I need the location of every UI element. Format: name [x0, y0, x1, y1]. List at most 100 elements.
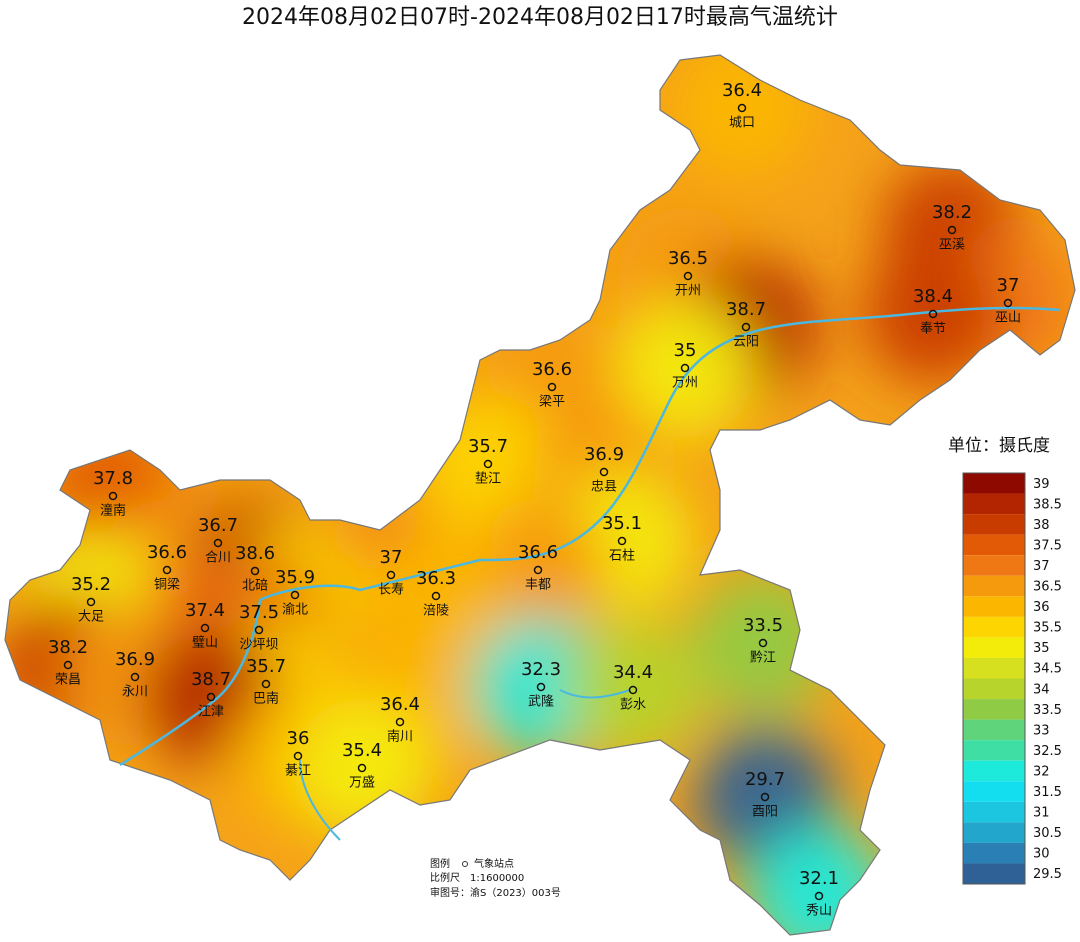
station-marker [814, 891, 824, 901]
station-marker [1003, 298, 1013, 308]
station-name: 城口 [729, 116, 755, 131]
station-marker [86, 597, 96, 607]
legend-label: 31 [1033, 806, 1050, 821]
station-value: 36.9 [584, 444, 624, 465]
legend-label: 35 [1033, 641, 1050, 656]
legend-label: 33 [1033, 723, 1050, 738]
legend-label: 32.5 [1033, 744, 1062, 759]
station-name: 永川 [122, 685, 148, 700]
station-value: 38.7 [726, 299, 766, 320]
legend-label: 32 [1033, 764, 1050, 779]
station-value: 36.6 [518, 542, 558, 563]
station-value: 36.7 [198, 515, 238, 536]
station-name: 铜梁 [154, 578, 180, 593]
legend-swatch [963, 616, 1025, 638]
station-name: 巫溪 [939, 238, 965, 253]
station-marker [357, 763, 367, 773]
legend-label: 37.5 [1033, 538, 1062, 553]
legend-swatch [963, 473, 1025, 494]
station-name: 巫山 [995, 311, 1021, 326]
station-value: 38.4 [913, 286, 953, 307]
station-marker [206, 692, 216, 702]
footer-scale-label: 比例尺 [430, 871, 460, 884]
station-value: 35.9 [275, 567, 315, 588]
legend-label: 29.5 [1033, 867, 1062, 882]
temperature-blob [863, 244, 1003, 384]
legend-swatch [963, 699, 1025, 720]
legend-label: 38 [1033, 518, 1050, 533]
temperature-blob [563, 620, 703, 760]
station-marker [760, 792, 770, 802]
station-name: 万盛 [349, 776, 375, 791]
legend-swatch [963, 760, 1025, 782]
legend-swatch [963, 555, 1025, 576]
legend-swatch [963, 575, 1025, 597]
station-name: 北碚 [242, 579, 268, 594]
station-name: 武隆 [528, 695, 554, 710]
legend-swatch [963, 514, 1025, 535]
station-value: 34.4 [613, 662, 653, 683]
station-marker [293, 751, 303, 761]
station-value: 36.5 [668, 248, 708, 269]
river [119, 306, 1061, 767]
legend-swatch [963, 781, 1025, 802]
footer-station-label: 气象站点 [474, 857, 514, 870]
station-value: 35.1 [602, 513, 642, 534]
station-name: 秀山 [806, 904, 832, 919]
legend-label: 35.5 [1033, 621, 1062, 636]
station-value: 36 [287, 728, 310, 749]
station-name: 黔江 [750, 651, 776, 666]
footer-approval: 审图号：渝S（2023）003号 [430, 886, 561, 899]
station-name: 渝北 [282, 602, 308, 618]
station-marker [108, 491, 118, 501]
station-marker [483, 459, 493, 469]
station-marker [213, 538, 223, 548]
station-marker [680, 363, 690, 373]
station-value: 36.4 [722, 80, 762, 101]
station-marker [254, 625, 264, 635]
station-name: 酉阳 [752, 805, 778, 820]
station-marker [250, 566, 260, 576]
station-value: 36.6 [147, 542, 187, 563]
station-name: 丰都 [525, 578, 551, 593]
station-name: 万州 [672, 376, 698, 391]
station-value: 38.2 [48, 637, 88, 658]
station-marker [386, 570, 396, 580]
legend-label: 36.5 [1033, 580, 1062, 595]
footer-station-icon [462, 861, 468, 867]
legend-label: 34 [1033, 682, 1050, 697]
station-marker [395, 717, 405, 727]
station-value: 36.9 [115, 649, 155, 670]
station-value: 32.1 [799, 868, 839, 889]
legend-frame [962, 472, 1026, 885]
legend-swatch [963, 842, 1025, 864]
temperature-blob [672, 55, 812, 178]
station-marker [628, 685, 638, 695]
legend-label: 34.5 [1033, 662, 1062, 677]
temperature-blob [292, 698, 432, 838]
station-marker [947, 225, 957, 235]
legend-swatch [963, 719, 1025, 741]
legend-label: 30.5 [1033, 826, 1062, 841]
station-name: 云阳 [733, 335, 759, 350]
station-value: 38.6 [235, 543, 275, 564]
station-value: 37 [380, 547, 403, 568]
legend-label: 39 [1033, 477, 1050, 492]
station-marker [758, 638, 768, 648]
station-name: 沙坪坝 [239, 638, 278, 653]
station-marker [547, 382, 557, 392]
legend-swatch [963, 740, 1025, 761]
temperature-blob [615, 298, 755, 438]
legend-swatch [963, 801, 1025, 823]
station-name: 綦江 [285, 764, 311, 779]
station-name: 合川 [205, 551, 231, 566]
station-value: 35.2 [71, 574, 111, 595]
legend-swatch [963, 637, 1025, 658]
station-name: 垫江 [475, 471, 501, 487]
station-marker [617, 536, 627, 546]
station-marker [741, 322, 751, 332]
legend-label: 31.5 [1033, 785, 1062, 800]
station-value: 35.7 [246, 656, 286, 677]
station-value: 38.2 [932, 202, 972, 223]
